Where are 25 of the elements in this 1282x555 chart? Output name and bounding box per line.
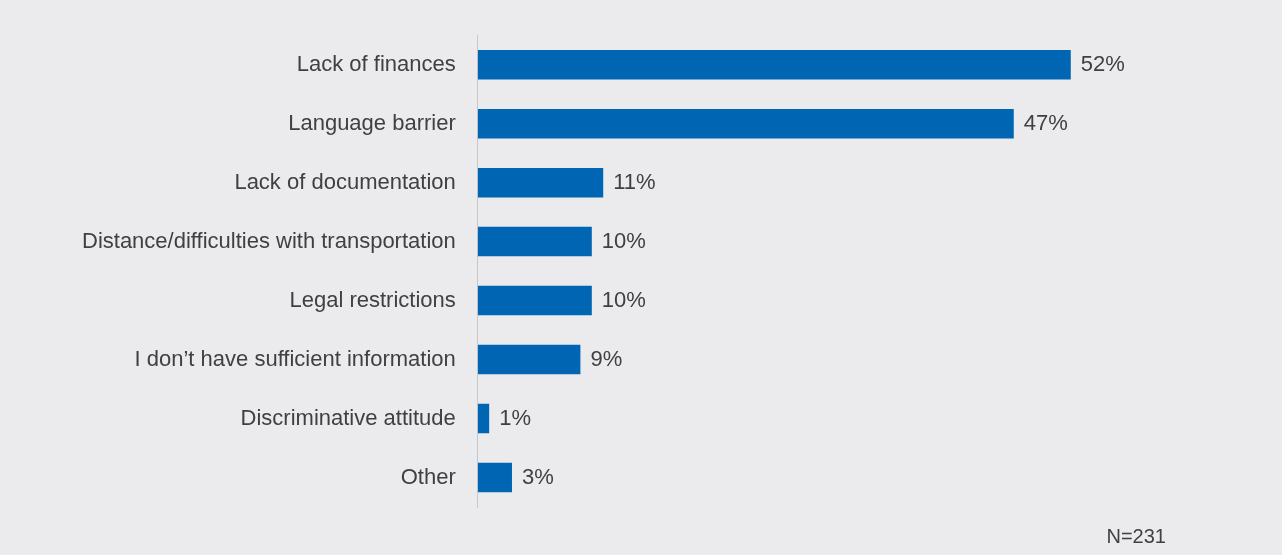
bar	[477, 403, 490, 434]
y-tick-label: Distance/difficulties with transportation	[81, 227, 456, 253]
bar	[477, 462, 512, 493]
y-tick-label: Lack of documentation	[234, 168, 456, 194]
bar	[477, 49, 1071, 80]
y-tick-label: I don’t have sufficient information	[134, 345, 456, 371]
data-label: 11%	[613, 168, 656, 194]
y-tick-label: Language barrier	[288, 109, 456, 135]
bar	[477, 285, 592, 316]
data-label: 10%	[601, 286, 646, 312]
y-tick-label: Legal restrictions	[289, 286, 456, 312]
y-tick-label: Other	[400, 463, 456, 489]
text: N=231	[1106, 524, 1166, 547]
bar	[477, 226, 592, 257]
data-label: 1%	[499, 404, 531, 430]
bar	[477, 108, 1014, 139]
data-label: 52%	[1080, 50, 1125, 76]
bar	[477, 344, 581, 375]
data-label: 47%	[1023, 109, 1068, 135]
data-label: 9%	[590, 345, 623, 371]
y-tick-label: Discriminative attitude	[240, 404, 456, 430]
data-label: 10%	[601, 227, 646, 253]
y-tick-label: Lack of finances	[296, 50, 456, 76]
bar	[477, 167, 604, 198]
data-label: 3%	[521, 463, 554, 489]
